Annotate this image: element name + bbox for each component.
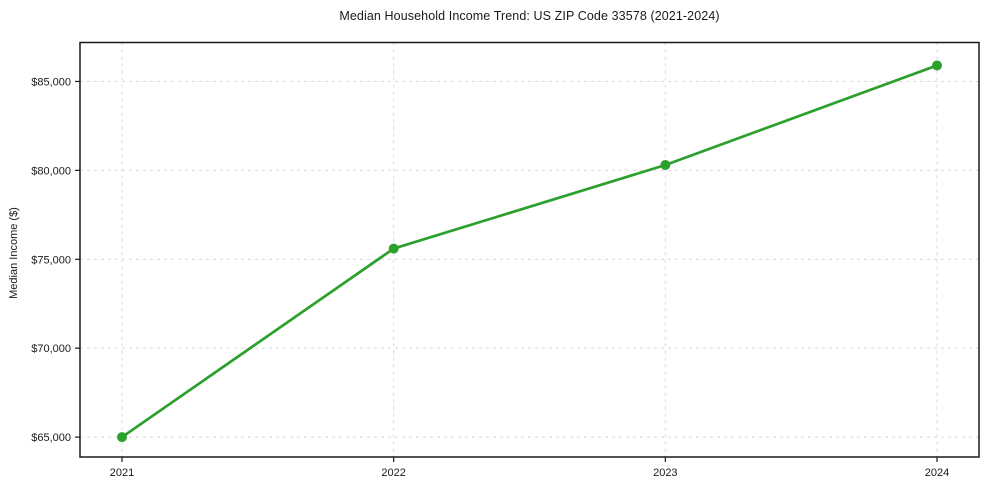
y-tick-label: $75,000 [31, 254, 71, 266]
y-tick-label: $65,000 [31, 432, 71, 444]
data-point-marker [117, 432, 127, 443]
x-tick-label: 2022 [381, 467, 405, 479]
data-line [120, 64, 939, 439]
y-tick-label: $85,000 [31, 76, 71, 88]
x-tick-label: 2024 [925, 467, 949, 479]
data-point-marker [932, 60, 942, 71]
y-tick-label: $70,000 [31, 343, 71, 355]
data-point-marker [388, 243, 399, 254]
plot-background [80, 42, 979, 457]
chart-title: Median Household Income Trend: US ZIP Co… [339, 9, 720, 23]
x-tick-label: 2021 [110, 467, 134, 479]
y-tick-label: $80,000 [31, 165, 71, 177]
x-tick-label: 2023 [653, 467, 677, 479]
plot-border [79, 41, 980, 458]
data-point-marker [660, 160, 671, 171]
